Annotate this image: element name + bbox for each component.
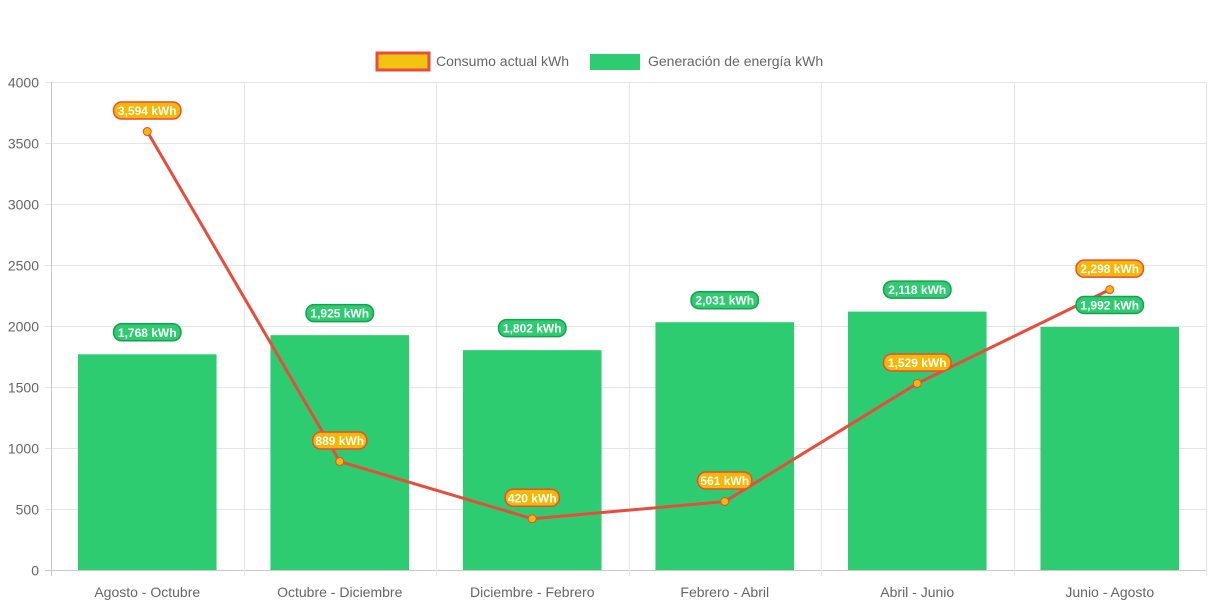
line-data-label-text: 889 kWh bbox=[315, 434, 364, 448]
y-tick-label: 3000 bbox=[8, 197, 39, 213]
line-data-label-text: 420 kWh bbox=[508, 491, 557, 505]
bar-data-label-text: 2,118 kWh bbox=[888, 283, 946, 297]
line-data-label: 561 kWh bbox=[696, 471, 753, 490]
bar bbox=[270, 335, 410, 570]
y-tick-label: 2500 bbox=[8, 258, 39, 274]
bar-data-label-bg bbox=[690, 290, 760, 310]
bar-data-label-bg bbox=[305, 303, 375, 323]
legend-swatch-consumo bbox=[375, 51, 431, 72]
x-tick-label: Febrero - Abril bbox=[680, 584, 769, 600]
line-point bbox=[720, 497, 730, 507]
line-data-label: 1,529 kWh bbox=[882, 353, 952, 372]
y-tick-label: 2000 bbox=[8, 319, 39, 335]
y-tick-label: 0 bbox=[31, 563, 39, 579]
legend-label-consumo: Consumo actual kWh bbox=[436, 53, 569, 69]
bar-data-label-text: 2,031 kWh bbox=[695, 294, 754, 308]
line-data-label-bg bbox=[1075, 259, 1145, 278]
bar-data-label-text: 1,925 kWh bbox=[310, 307, 369, 321]
line-data-label: 420 kWh bbox=[504, 488, 561, 508]
bar-data-label: 1,992 kWh bbox=[1075, 295, 1145, 315]
line-data-label-text: 2,298 kWh bbox=[1080, 262, 1139, 276]
bar bbox=[77, 354, 217, 570]
x-tick-label: Octubre - Diciembre bbox=[277, 584, 402, 600]
legend-label-generacion: Generación de energía kWh bbox=[648, 53, 823, 69]
y-tick-label: 1500 bbox=[8, 380, 39, 396]
line-point bbox=[335, 457, 345, 467]
line-point bbox=[1105, 285, 1115, 295]
bar-data-label-text: 1,802 kWh bbox=[503, 322, 562, 336]
bar-series bbox=[77, 311, 1180, 570]
bar-data-label: 2,118 kWh bbox=[882, 280, 952, 299]
bar bbox=[1040, 326, 1180, 570]
bar-data-label-text: 1,768 kWh bbox=[118, 326, 177, 340]
line-point bbox=[527, 514, 537, 524]
bar bbox=[847, 311, 987, 570]
bar-data-label-bg bbox=[1075, 295, 1145, 315]
y-tick-label: 1000 bbox=[8, 441, 39, 457]
y-tick-label: 500 bbox=[16, 502, 40, 518]
bar-data-label: 1,925 kWh bbox=[305, 303, 375, 323]
x-tick-label: Diciembre - Febrero bbox=[470, 584, 595, 600]
y-tick-label: 3500 bbox=[8, 136, 39, 152]
y-tick-label: 4000 bbox=[8, 75, 39, 91]
line-data-label: 2,298 kWh bbox=[1075, 259, 1145, 278]
data-labels: 1,768 kWh 1,925 kWh 1,802 kWh 2,031 kWh 2,11… bbox=[112, 101, 1145, 508]
line-data-label: 3,594 kWh bbox=[112, 101, 182, 120]
line-data-label-bg bbox=[504, 488, 561, 508]
line-data-label-text: 561 kWh bbox=[700, 474, 749, 488]
bar-data-label-text: 1,992 kWh bbox=[1080, 298, 1139, 312]
line-data-label-bg bbox=[311, 431, 368, 450]
bar-data-label-bg bbox=[497, 318, 567, 338]
line-data-label-text: 3,594 kWh bbox=[118, 104, 177, 118]
line-point bbox=[912, 378, 922, 388]
line-data-label-bg bbox=[696, 471, 753, 490]
line-data-label-bg bbox=[112, 101, 182, 120]
line-point bbox=[142, 127, 152, 137]
line-data-label: 889 kWh bbox=[311, 431, 368, 450]
bar-data-label: 1,802 kWh bbox=[497, 318, 567, 338]
x-tick-label: Junio - Agosto bbox=[1065, 584, 1154, 600]
bar-data-label-bg bbox=[112, 323, 182, 342]
x-tick-label: Abril - Junio bbox=[880, 584, 954, 600]
grid bbox=[45, 82, 1207, 576]
line-data-label-bg bbox=[882, 353, 952, 372]
line-data-label-text: 1,529 kWh bbox=[888, 356, 947, 370]
x-tick-label: Agosto - Octubre bbox=[94, 584, 200, 600]
bar-data-label: 1,768 kWh bbox=[112, 323, 182, 342]
legend-item-generacion[interactable]: Generación de energía kWh bbox=[590, 53, 823, 70]
legend-item-consumo[interactable]: Consumo actual kWh bbox=[375, 51, 569, 72]
bar-data-label: 2,031 kWh bbox=[690, 290, 760, 310]
axes: 0 500 1000 1500 2000 2500 3000 3500 4000 Agosto -… bbox=[8, 75, 1154, 601]
legend: Consumo actual kWh Generación de energía… bbox=[375, 51, 823, 72]
bar-data-label-bg bbox=[882, 280, 952, 299]
bar bbox=[655, 322, 795, 570]
legend-swatch-generacion bbox=[590, 54, 640, 70]
bar bbox=[462, 350, 602, 570]
